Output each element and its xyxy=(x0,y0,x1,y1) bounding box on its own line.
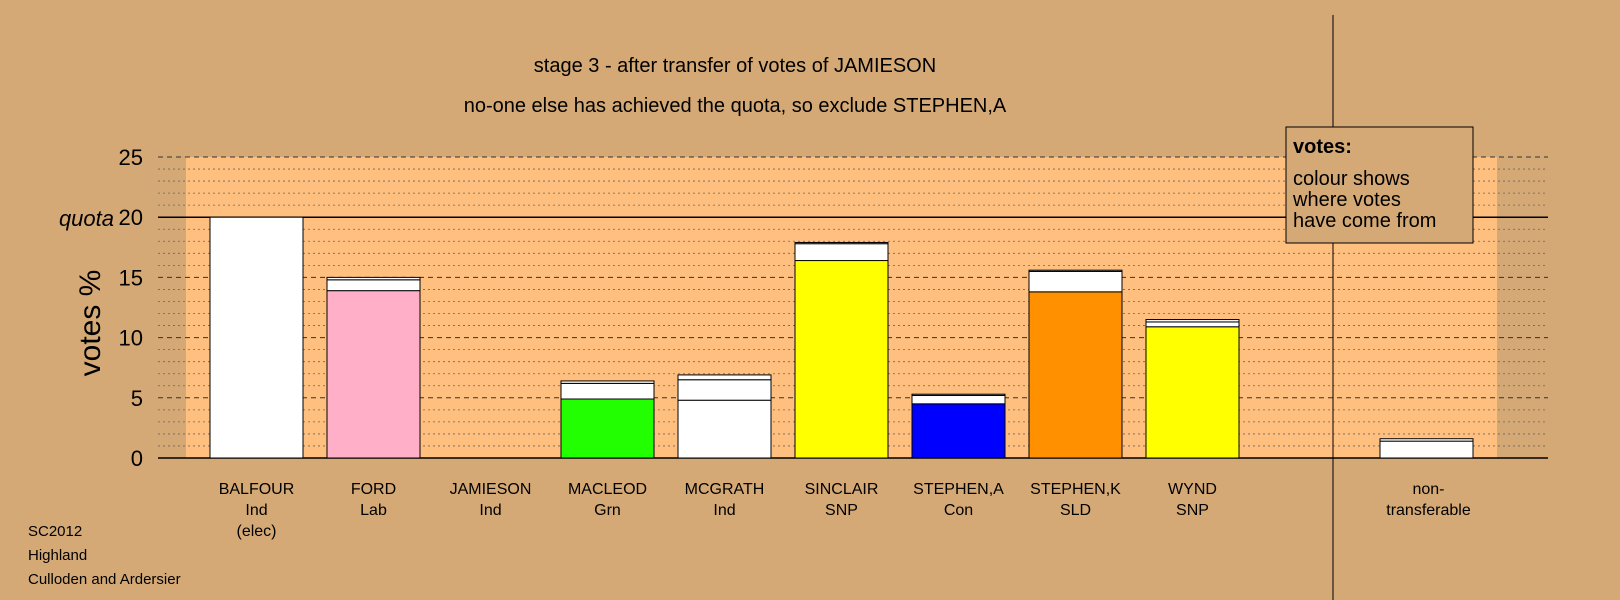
chart-title: stage 3 - after transfer of votes of JAM… xyxy=(534,55,936,77)
nontransferable-label: non- xyxy=(1412,481,1444,498)
bar-segment xyxy=(1145,321,1240,328)
bar-segment xyxy=(1145,326,1240,459)
bar-segment xyxy=(677,379,772,401)
bar-segment xyxy=(911,393,1006,396)
x-tick-label-party: Grn xyxy=(594,502,621,519)
bar-segment xyxy=(1028,270,1123,293)
x-tick-label-note: (elec) xyxy=(236,523,276,540)
x-tick-label-party: Ind xyxy=(479,502,501,519)
bar-segment xyxy=(209,216,304,459)
bar-segment xyxy=(560,382,655,400)
x-tick-label-name: BALFOUR xyxy=(219,481,295,498)
y-tick-label: 10 xyxy=(119,326,143,351)
legend-line-2: where votes xyxy=(1292,189,1401,211)
bar-segment xyxy=(677,399,772,459)
bar-segment xyxy=(911,403,1006,459)
x-tick-label-name: STEPHEN,K xyxy=(1030,481,1121,498)
x-tick-label-name: JAMIESON xyxy=(450,481,532,498)
bar-segment xyxy=(677,374,772,381)
bar-segment xyxy=(1028,291,1123,459)
bar-segment xyxy=(794,260,889,459)
bar-segment xyxy=(326,279,421,292)
bar-segment xyxy=(1028,269,1123,272)
x-tick-label-name: MACLEOD xyxy=(568,481,647,498)
x-tick-label-party: Ind xyxy=(245,502,267,519)
bar-segment xyxy=(794,241,889,245)
legend-box xyxy=(1285,126,1474,244)
nontransferable-label: transferable xyxy=(1386,502,1471,519)
footer-election: SC2012 xyxy=(28,523,82,540)
bar-segment xyxy=(560,380,655,384)
x-tick-label-name: MCGRATH xyxy=(685,481,765,498)
bar-segment xyxy=(911,394,1006,405)
footer-ward: Culloden and Ardersier xyxy=(28,571,181,588)
bar-segment xyxy=(1145,319,1240,323)
x-tick-label-party: Ind xyxy=(713,502,735,519)
x-tick-label-party: SNP xyxy=(825,502,858,519)
footer-council: Highland xyxy=(28,547,87,564)
legend-title: votes: xyxy=(1293,136,1352,158)
bar-segment xyxy=(326,290,421,459)
bar-segment xyxy=(326,276,421,281)
y-tick-label: 15 xyxy=(119,265,143,290)
y-tick-label: 0 xyxy=(131,446,143,471)
y-tick-label: 5 xyxy=(131,386,143,411)
chart-subtitle: no-one else has achieved the quota, so e… xyxy=(464,95,1007,117)
y-tick-label: 25 xyxy=(119,145,143,170)
quota-label: quota xyxy=(59,206,114,231)
y-axis-label: votes % xyxy=(74,270,107,377)
y-tick-label: 20 xyxy=(119,205,143,230)
x-tick-label-party: SNP xyxy=(1176,502,1209,519)
y-tick-labels: 0 5 10 15 20 25 xyxy=(119,145,143,471)
bar-segment xyxy=(560,398,655,459)
nontransferable-bar-segment xyxy=(1379,438,1474,442)
bar-segment xyxy=(794,243,889,262)
x-tick-label-party: SLD xyxy=(1060,502,1091,519)
x-tick-labels: BALFOUR Ind (elec) FORD Lab JAMIESON Ind MACLEO… xyxy=(219,481,1471,540)
legend: votes: colour shows where votes have com… xyxy=(1285,126,1474,244)
legend-line-3: have come from xyxy=(1293,210,1436,232)
bars xyxy=(209,216,1474,459)
x-tick-label-party: Lab xyxy=(360,502,387,519)
x-tick-label-name: SINCLAIR xyxy=(805,481,879,498)
nontransferable-bar-segment xyxy=(1379,440,1474,459)
x-tick-label-name: FORD xyxy=(351,481,396,498)
x-tick-label-party: Con xyxy=(944,502,973,519)
legend-line-1: colour shows xyxy=(1293,168,1410,190)
x-tick-label-name: WYND xyxy=(1168,481,1217,498)
x-tick-label-name: STEPHEN,A xyxy=(913,481,1004,498)
